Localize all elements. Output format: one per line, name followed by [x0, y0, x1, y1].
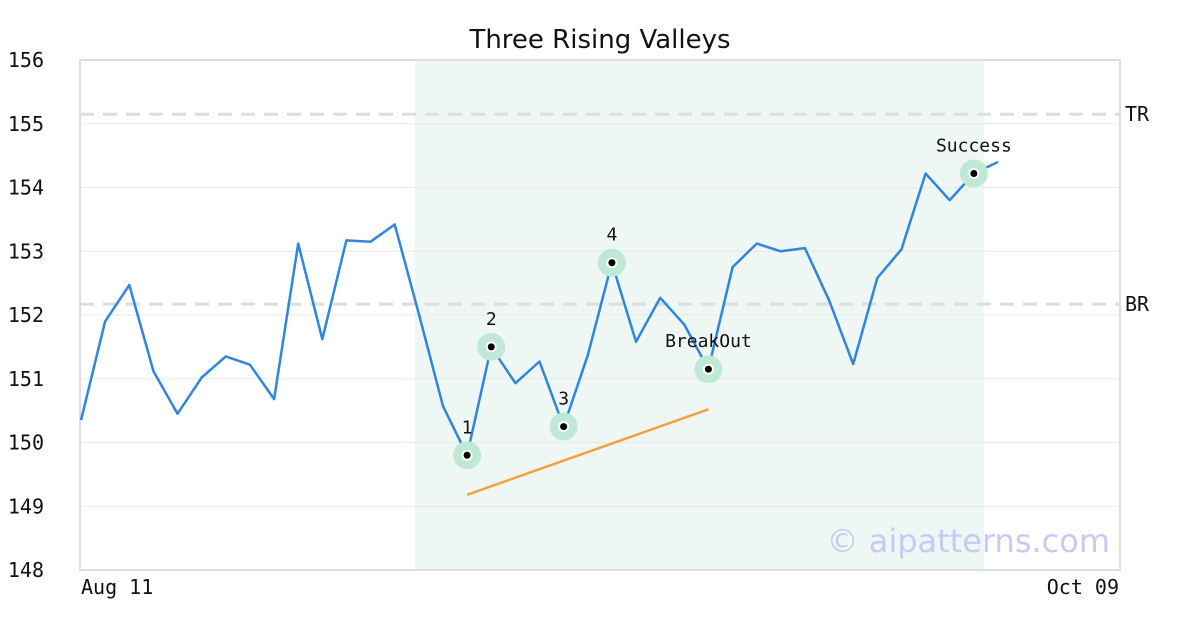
reference-line-label: TR [1125, 102, 1150, 126]
y-tick-label: 149 [8, 494, 44, 518]
marker-label: 1 [462, 417, 473, 438]
marker-label: Success [936, 135, 1012, 156]
y-tick-label: 154 [8, 176, 44, 200]
y-tick-label: 148 [8, 558, 44, 582]
valley-trendline [466, 408, 709, 496]
marker-point [560, 423, 568, 431]
marker-point [608, 259, 616, 267]
chart-title: Three Rising Valleys [468, 25, 730, 55]
reference-line-label: BR [1125, 292, 1150, 316]
y-tick-label: 156 [8, 48, 44, 72]
y-tick-label: 152 [8, 303, 44, 327]
marker-point [970, 169, 978, 177]
plot-frame [79, 59, 1121, 571]
x-tick-label: Aug 11 [81, 575, 153, 599]
y-tick-label: 155 [8, 112, 44, 136]
marker-point [704, 365, 712, 373]
y-tick-label: 151 [8, 367, 44, 391]
marker-label: 3 [558, 389, 569, 410]
marker-label: 2 [486, 309, 497, 330]
price-line [79, 160, 999, 457]
y-tick-label: 150 [8, 431, 44, 455]
x-tick-label: Oct 09 [1047, 575, 1119, 599]
marker-label: 4 [606, 225, 617, 246]
marker-point [463, 451, 471, 459]
marker-label: BreakOut [665, 331, 752, 352]
y-tick-label: 153 [8, 239, 44, 263]
marker-point [487, 343, 495, 351]
watermark: © aipatterns.com [827, 522, 1110, 560]
